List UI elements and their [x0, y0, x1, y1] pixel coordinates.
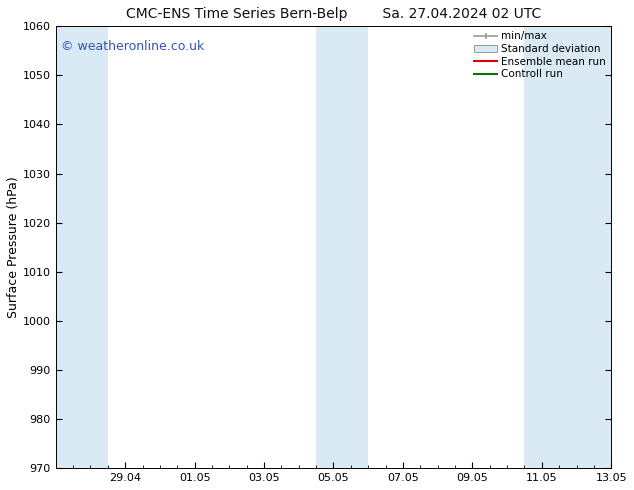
Bar — [316, 26, 368, 468]
Title: CMC-ENS Time Series Bern-Belp        Sa. 27.04.2024 02 UTC: CMC-ENS Time Series Bern-Belp Sa. 27.04.… — [126, 7, 541, 21]
Bar — [56, 26, 108, 468]
Legend: min/max, Standard deviation, Ensemble mean run, Controll run: min/max, Standard deviation, Ensemble me… — [472, 29, 608, 81]
Text: © weatheronline.co.uk: © weatheronline.co.uk — [61, 40, 205, 52]
Bar — [524, 26, 611, 468]
Y-axis label: Surface Pressure (hPa): Surface Pressure (hPa) — [7, 176, 20, 318]
